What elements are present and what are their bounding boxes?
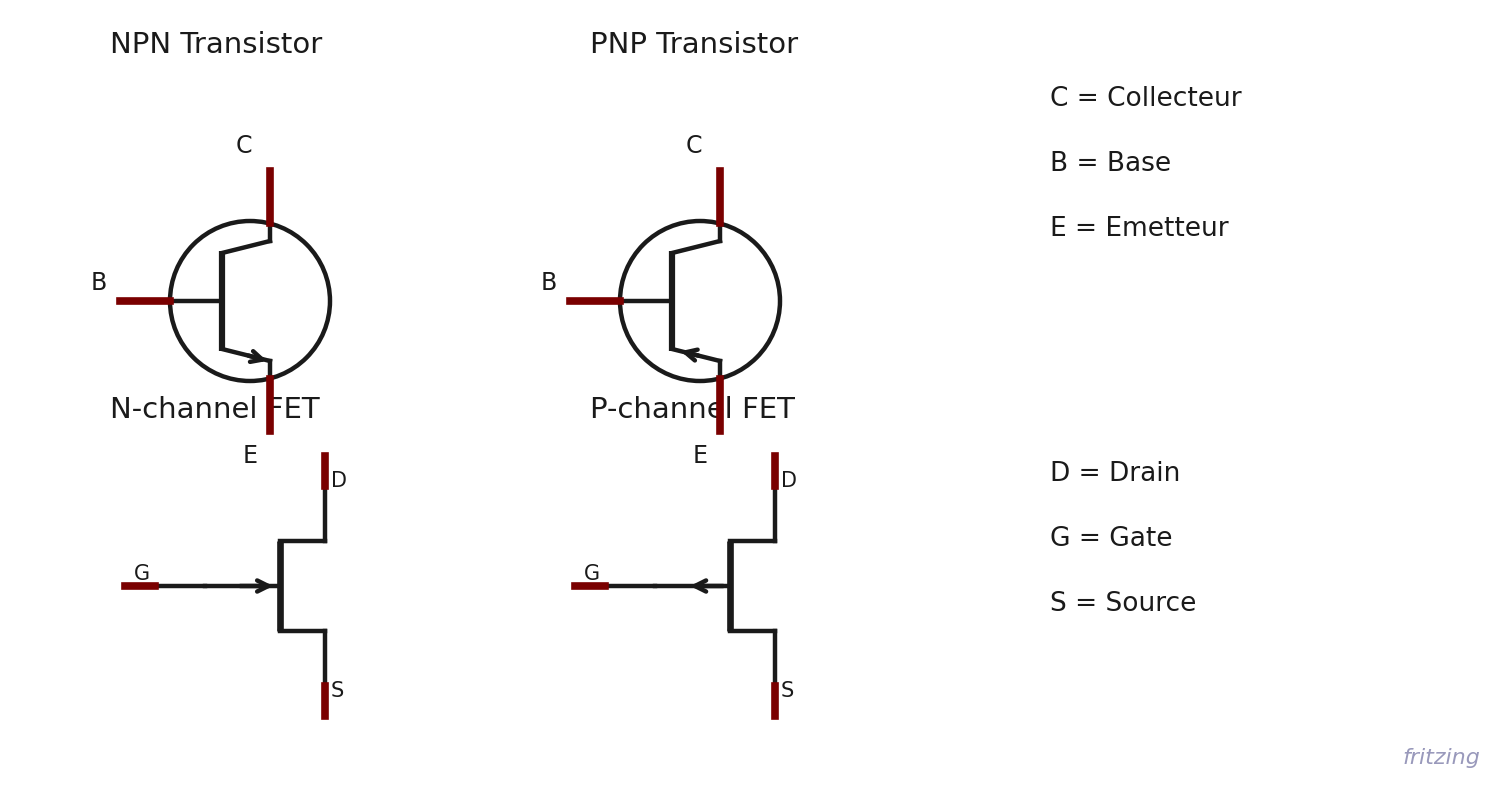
Text: B: B — [540, 271, 556, 295]
Text: D: D — [332, 471, 346, 491]
Text: C: C — [236, 134, 252, 158]
Text: N-channel FET: N-channel FET — [110, 396, 320, 424]
Text: C: C — [686, 134, 702, 158]
Text: G: G — [584, 564, 600, 584]
Text: B: B — [90, 271, 106, 295]
Text: S = Source: S = Source — [1050, 591, 1197, 617]
Text: D: D — [782, 471, 796, 491]
Text: NPN Transistor: NPN Transistor — [110, 31, 322, 59]
Text: C = Collecteur: C = Collecteur — [1050, 86, 1242, 112]
Text: S: S — [332, 681, 345, 701]
Text: E = Emetteur: E = Emetteur — [1050, 216, 1228, 242]
Text: E: E — [693, 444, 708, 468]
Text: D = Drain: D = Drain — [1050, 461, 1180, 487]
Text: PNP Transistor: PNP Transistor — [590, 31, 798, 59]
Text: G: G — [134, 564, 150, 584]
Text: P-channel FET: P-channel FET — [590, 396, 795, 424]
Text: B = Base: B = Base — [1050, 151, 1172, 177]
Text: G = Gate: G = Gate — [1050, 526, 1173, 552]
Text: E: E — [243, 444, 258, 468]
Text: S: S — [782, 681, 795, 701]
Text: fritzing: fritzing — [1402, 748, 1480, 768]
